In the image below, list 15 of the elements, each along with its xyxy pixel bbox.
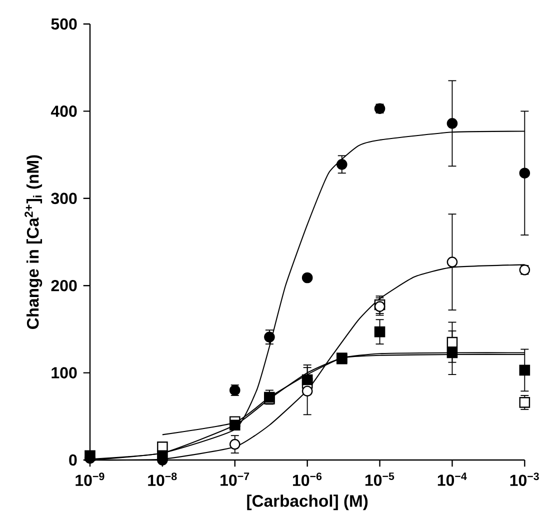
x-tick-label: 10$^{−5}$ [365, 472, 394, 486]
x-tick-label: 10$^{−7}$ [220, 472, 250, 486]
x-tick-label: 10$^{−9}$ [76, 472, 104, 486]
y-tick-label: 300 [51, 192, 77, 204]
x-tick-label: 10$^{−4}$ [438, 472, 467, 486]
x-axis-title: [Carbachol] (M) [247, 494, 368, 510]
y-axis-title: Change in [Ca$^{2+}$]$_{i}$ (nM) [24, 155, 42, 329]
y-tick-label: 500 [51, 18, 77, 30]
y-tick-label: 100 [52, 367, 77, 378]
x-tick-label: 10$^{−3}$ [510, 472, 539, 486]
x-tick-label: 10$^{−8}$ [148, 472, 177, 486]
x-tick-label: 10$^{−6}$ [293, 472, 322, 486]
y-tick-label: 400 [50, 106, 77, 117]
y-tick-label: 200 [51, 280, 77, 292]
y-tick-label: 0 [69, 454, 77, 466]
